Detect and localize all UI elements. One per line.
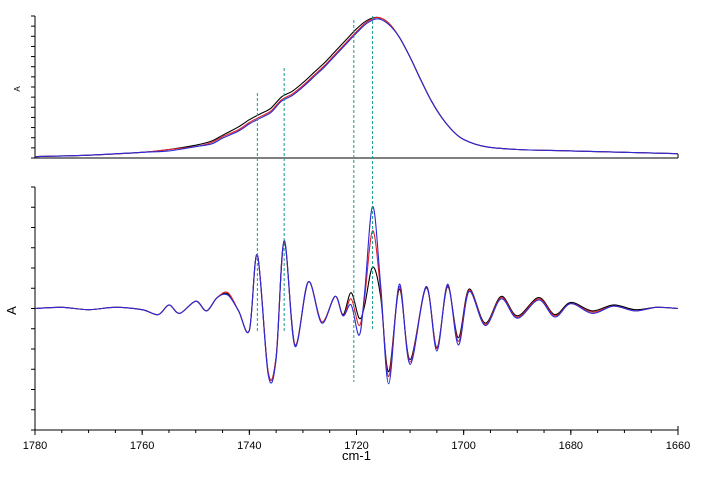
absorbance-y-label: A	[13, 86, 22, 92]
x-tick-label: 1660	[666, 440, 690, 452]
absorbance-series-line-2	[34, 18, 679, 158]
x-tick-label: 1680	[559, 440, 583, 452]
absorbance-series-line-0	[34, 16, 679, 158]
x-tick-label: 1720	[344, 440, 368, 452]
second-derivative-y-label: A	[4, 306, 19, 315]
x-tick-label: 1760	[130, 440, 154, 452]
x-tick-label: 1740	[237, 440, 261, 452]
x-axis-label: cm-1	[342, 448, 371, 463]
second-derivative-series-line-0	[34, 241, 679, 381]
x-tick-label: 1780	[23, 440, 47, 452]
x-tick-label: 1700	[451, 440, 475, 452]
second-derivative-series-line-2	[34, 205, 679, 385]
absorbance-series-line-1	[34, 16, 679, 158]
second-derivative-series-line-1	[34, 230, 679, 381]
